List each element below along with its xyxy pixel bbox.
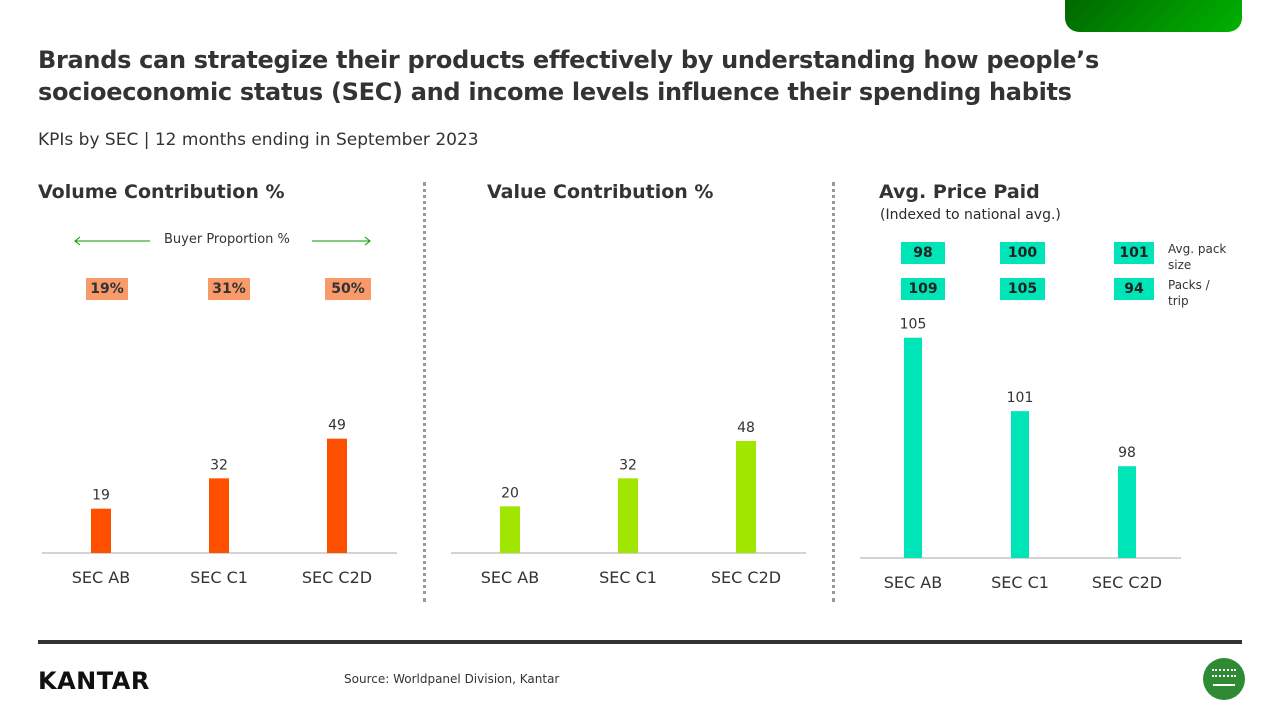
page-subtitle: KPIs by SEC | 12 months ending in Septem… — [38, 130, 479, 150]
kpi-tag: 98 — [901, 242, 945, 264]
x-tick-label: SEC C2D — [711, 568, 781, 587]
kpi-tag: 109 — [901, 278, 945, 300]
data-label: 105 — [900, 317, 927, 333]
chart-title-volume: Volume Contribution % — [38, 181, 285, 203]
data-label: 101 — [1007, 390, 1034, 406]
data-label: 32 — [619, 457, 637, 473]
page-title: Brands can strategize their products eff… — [38, 46, 1099, 106]
buyer-proportion-label: Buyer Proportion % — [164, 232, 290, 247]
buyer-proportion-tag: 50% — [325, 278, 371, 300]
data-label: 20 — [501, 485, 519, 501]
top-accent-bar — [1065, 0, 1242, 32]
kpi-tag: 101 — [1114, 242, 1154, 264]
chart-title-value: Value Contribution % — [487, 181, 714, 203]
chart-title-price: Avg. Price Paid — [879, 181, 1040, 203]
buyer-proportion-tag: 19% — [86, 278, 128, 300]
kpi-tag: 105 — [1000, 278, 1045, 300]
bar — [904, 337, 922, 558]
buyer-proportion-arrows — [74, 236, 371, 246]
kpi-tag: 94 — [1114, 278, 1154, 300]
data-label: 19 — [92, 488, 110, 504]
bar — [618, 478, 638, 553]
data-label: 49 — [328, 418, 346, 434]
kpi-tag: 100 — [1000, 242, 1045, 264]
data-label: 98 — [1118, 445, 1136, 461]
x-tick-label: SEC AB — [481, 568, 539, 587]
x-tick-label: SEC C1 — [599, 568, 657, 587]
kpi-label: Avg. pack size — [1168, 242, 1227, 272]
x-tick-label: SEC AB — [884, 573, 942, 592]
kantar-logo: KANTAR — [38, 667, 150, 695]
bar — [91, 508, 111, 553]
bar — [209, 478, 229, 553]
x-tick-label: SEC C2D — [1092, 573, 1162, 592]
bar — [1118, 466, 1136, 558]
kpi-label: Packs / trip — [1168, 278, 1210, 308]
bar — [500, 506, 520, 553]
chart-subtitle-price: (Indexed to national avg.) — [880, 207, 1061, 223]
bar — [736, 441, 756, 553]
data-label: 48 — [737, 420, 755, 436]
x-tick-label: SEC C2D — [302, 568, 372, 587]
x-tick-label: SEC AB — [72, 568, 130, 587]
source-note: Source: Worldpanel Division, Kantar — [344, 672, 560, 686]
buyer-proportion-tag: 31% — [208, 278, 250, 300]
x-tick-label: SEC C1 — [190, 568, 248, 587]
footer-divider — [38, 640, 1242, 644]
data-label: 32 — [210, 457, 228, 473]
saudi-flag-icon — [1203, 658, 1245, 700]
bar — [327, 438, 347, 553]
bar — [1011, 411, 1029, 558]
divider — [423, 182, 426, 602]
divider — [832, 182, 835, 602]
x-tick-label: SEC C1 — [991, 573, 1049, 592]
